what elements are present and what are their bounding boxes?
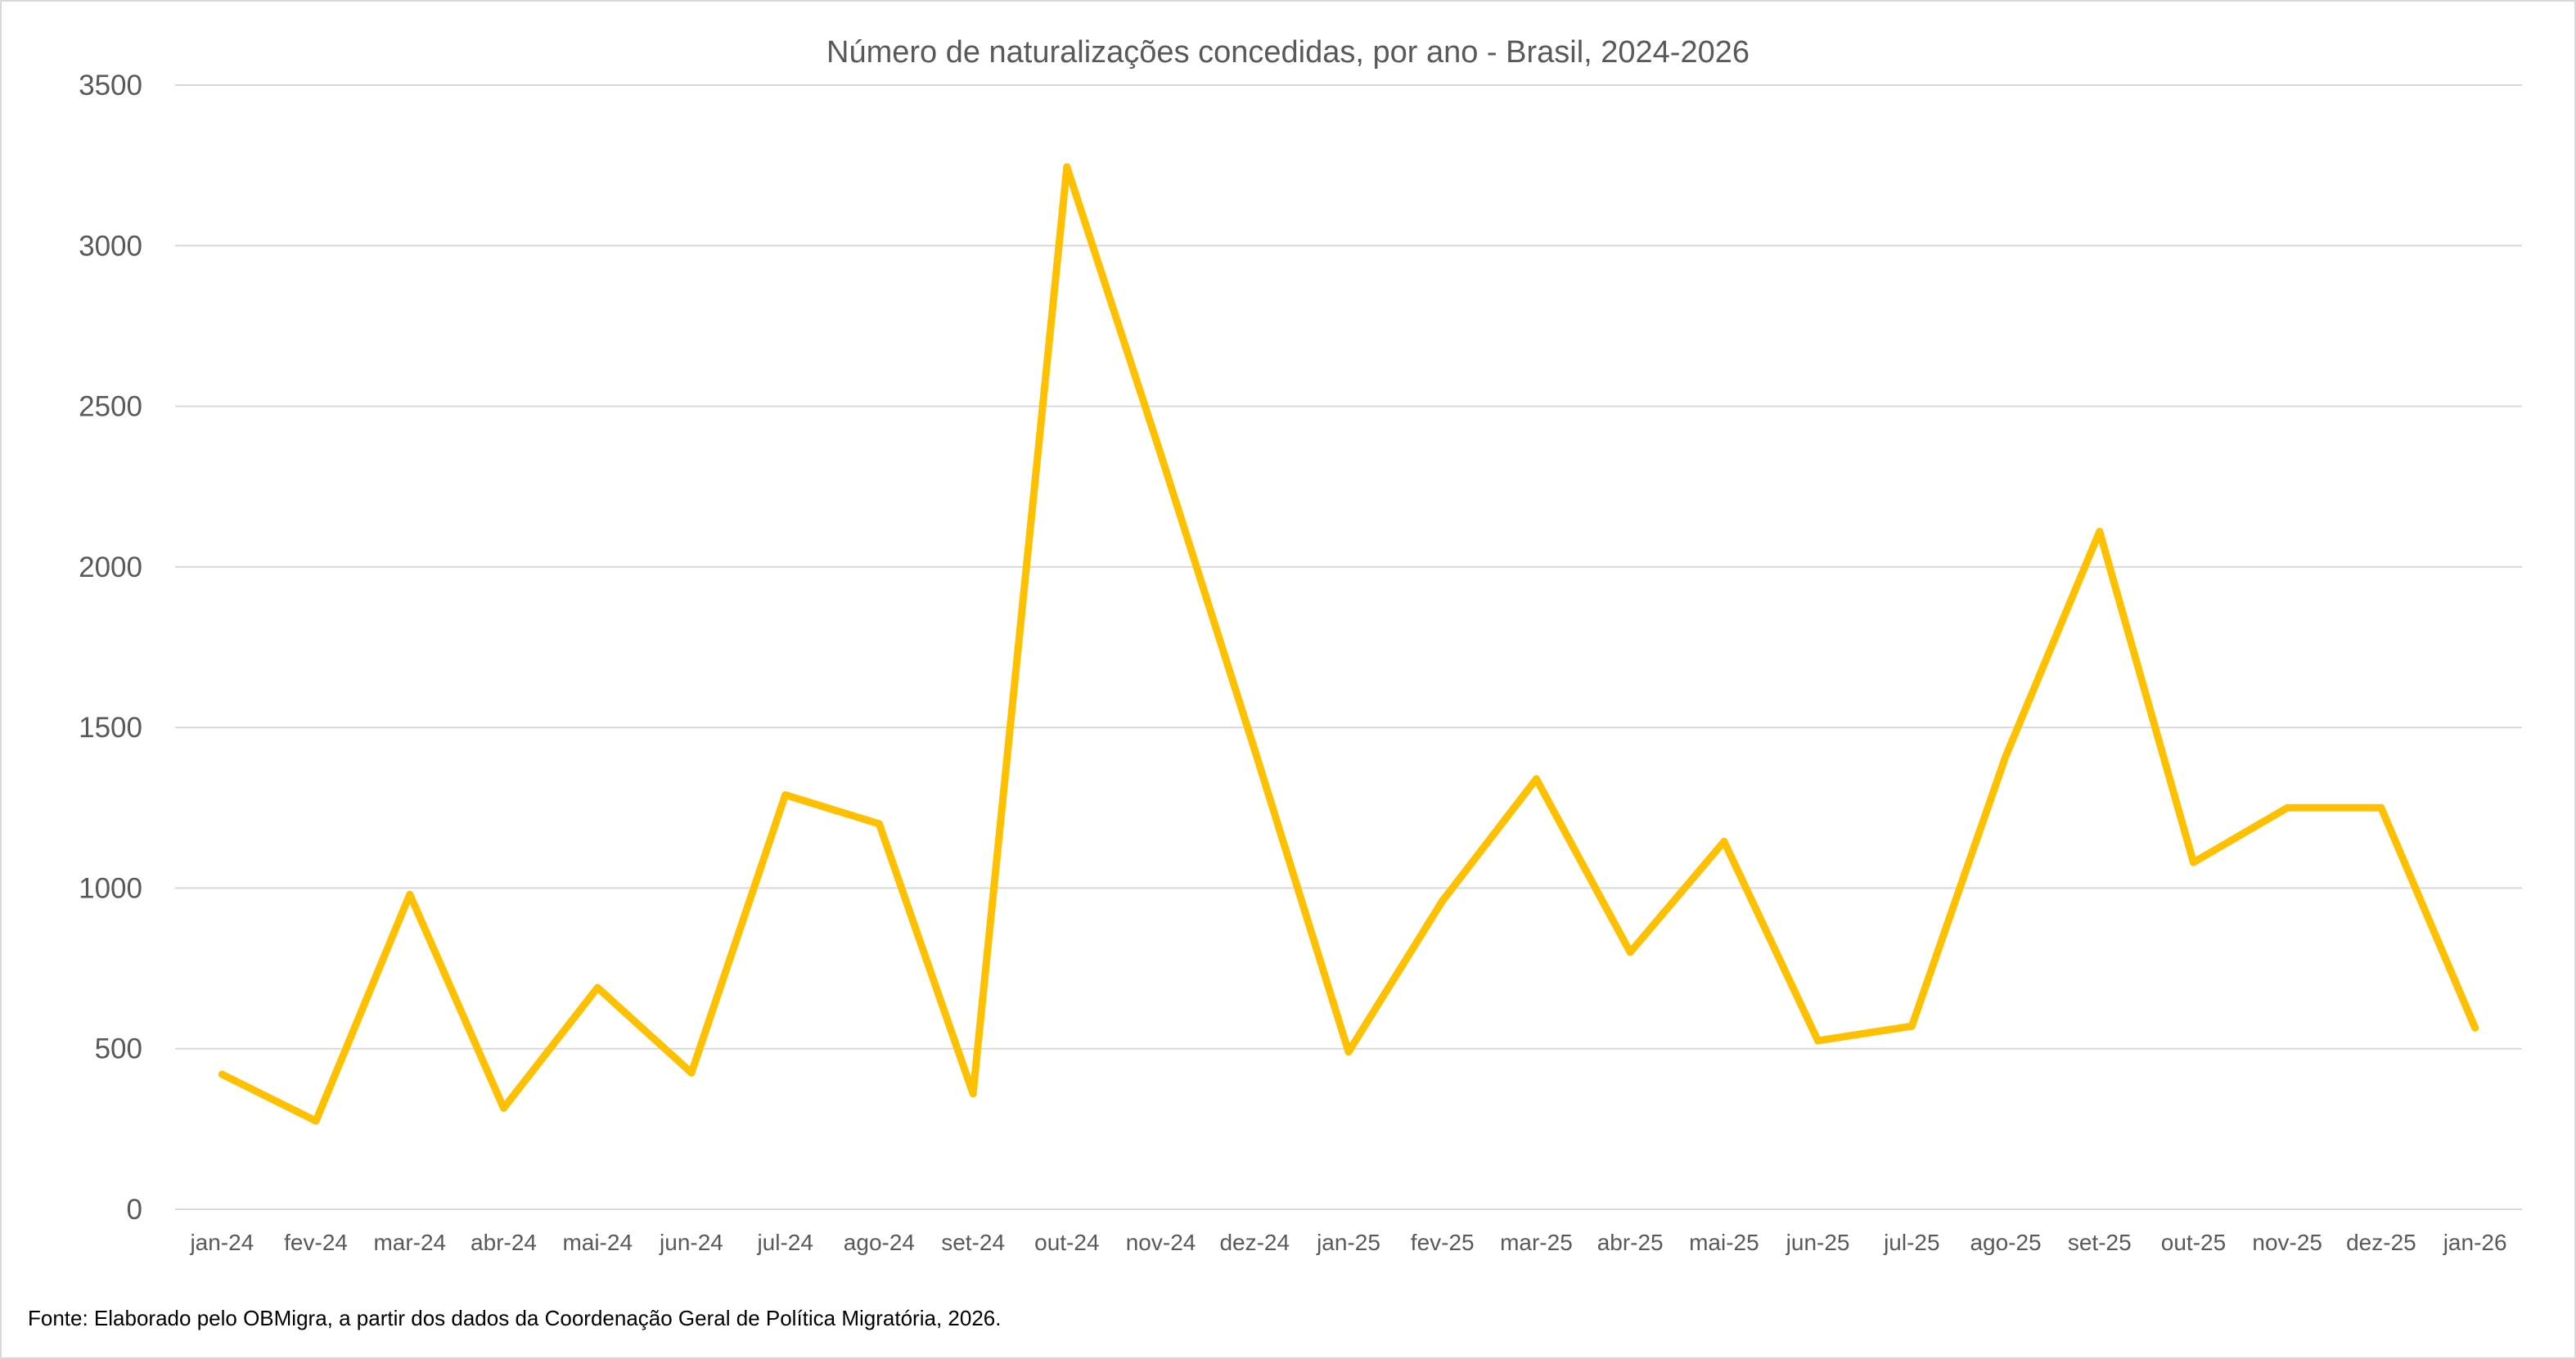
y-tick-label: 3500 [79, 70, 142, 101]
data-point-ago-24 [875, 820, 883, 828]
grid-lines [175, 84, 2522, 1210]
y-tick-label: 1000 [79, 872, 142, 904]
x-tick-label: jun-25 [1786, 1230, 1850, 1255]
data-point-jul-24 [781, 791, 790, 799]
x-tick-label: jul-25 [1883, 1230, 1939, 1255]
data-point-ago-25 [2002, 752, 2010, 760]
y-tick-label: 1500 [79, 712, 142, 744]
x-tick-label: mai-25 [1689, 1230, 1759, 1255]
x-tick-label: jul-24 [756, 1230, 813, 1255]
data-point-nov-25 [2283, 803, 2291, 812]
data-point-jan-24 [218, 1070, 226, 1078]
data-point-jun-25 [1814, 1037, 1822, 1045]
data-point-dez-24 [1250, 746, 1259, 754]
y-axis-tick-labels: 0 500 1000 1500 2000 2500 3000 3500 [79, 70, 142, 1226]
chart-title: Número de naturalizações concedidas, por… [826, 35, 1750, 70]
x-tick-label: jan-26 [2443, 1230, 2507, 1255]
data-point-jul-25 [1907, 1022, 1916, 1030]
data-point-fev-24 [312, 1117, 320, 1125]
data-point-mar-25 [1532, 775, 1540, 783]
x-tick-label: dez-25 [2346, 1230, 2416, 1255]
source-note: Fonte: Elaborado pelo OBMigra, a partir … [28, 1306, 1002, 1330]
x-tick-label: dez-24 [1219, 1230, 1290, 1255]
x-tick-label: nov-24 [1126, 1230, 1196, 1255]
y-tick-label: 3000 [79, 230, 142, 262]
data-point-mai-25 [1720, 838, 1728, 846]
data-point-out-24 [1063, 163, 1071, 171]
data-point-abr-24 [500, 1104, 508, 1112]
data-point-fev-25 [1439, 897, 1447, 905]
x-tick-label: jan-25 [1316, 1230, 1380, 1255]
data-point-set-25 [2096, 528, 2104, 536]
x-tick-label: jun-24 [659, 1230, 723, 1255]
x-tick-label: abr-25 [1597, 1230, 1664, 1255]
series-line [218, 163, 2479, 1125]
y-tick-label: 2500 [79, 391, 142, 423]
data-point-mar-24 [406, 890, 414, 898]
x-tick-label: out-24 [1034, 1230, 1099, 1255]
data-point-nov-24 [1157, 450, 1165, 458]
x-axis-tick-labels: jan-24 fev-24 mar-24 abr-24 mai-24 jun-24 jul-… [189, 1230, 2506, 1255]
data-point-dez-25 [2377, 803, 2385, 812]
x-tick-label: nov-25 [2252, 1230, 2322, 1255]
x-tick-label: mai-24 [562, 1230, 633, 1255]
series-layer [218, 163, 2479, 1125]
y-tick-label: 0 [127, 1194, 142, 1226]
x-tick-label: ago-25 [1970, 1230, 2041, 1255]
data-point-jan-25 [1344, 1048, 1353, 1056]
data-point-jan-26 [2471, 1024, 2479, 1032]
data-point-mai-24 [593, 983, 601, 992]
data-point-out-25 [2189, 858, 2197, 866]
x-tick-label: set-25 [2068, 1230, 2132, 1255]
data-point-jun-24 [687, 1069, 696, 1077]
data-point-abr-25 [1626, 948, 1634, 956]
x-tick-label: mar-24 [373, 1230, 446, 1255]
x-tick-label: fev-25 [1411, 1230, 1475, 1255]
x-tick-label: abr-24 [471, 1230, 537, 1255]
x-tick-label: fev-24 [284, 1230, 348, 1255]
y-tick-label: 500 [95, 1033, 142, 1065]
x-tick-label: mar-25 [1500, 1230, 1573, 1255]
data-point-set-24 [969, 1090, 977, 1098]
y-tick-label: 2000 [79, 551, 142, 583]
x-tick-label: set-24 [941, 1230, 1005, 1255]
x-tick-label: ago-24 [844, 1230, 915, 1255]
x-tick-label: jan-24 [189, 1230, 254, 1255]
x-tick-label: out-25 [2161, 1230, 2226, 1255]
